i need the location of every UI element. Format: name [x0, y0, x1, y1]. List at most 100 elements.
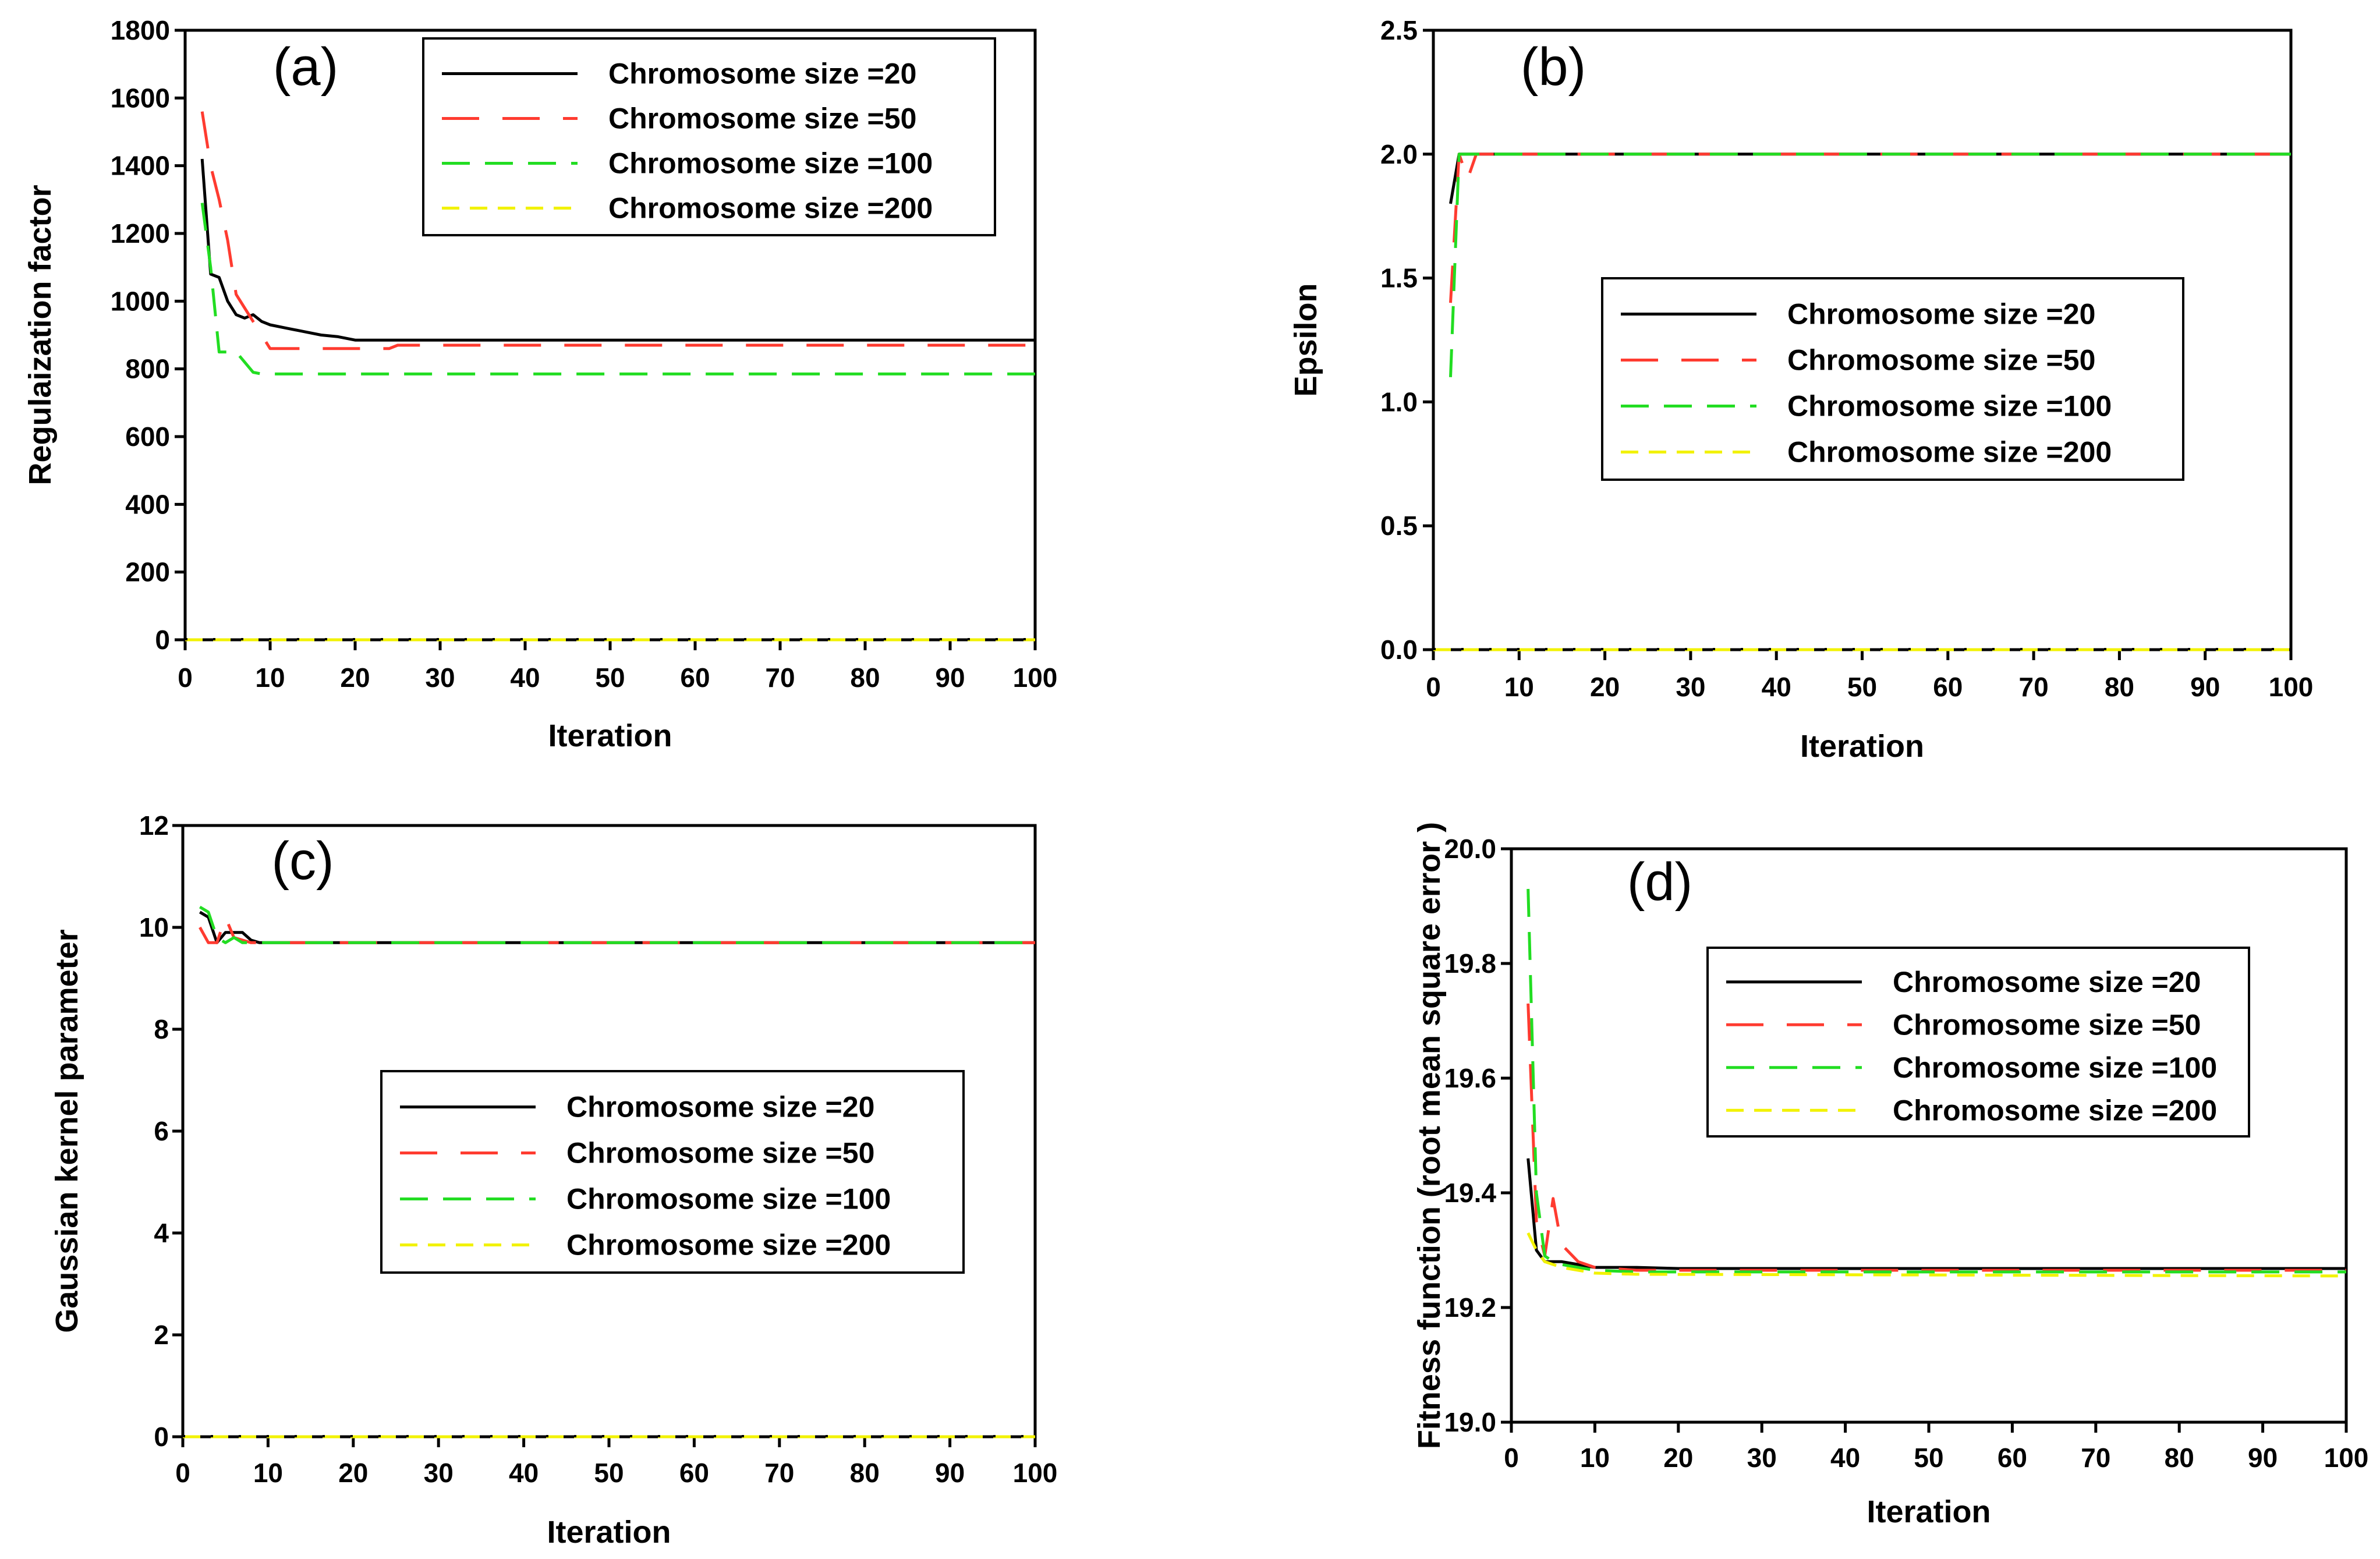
x-tick-label: 50 — [1914, 1443, 1943, 1473]
x-tick-label: 20 — [1663, 1443, 1693, 1473]
legend-label: Chromosome size =20 — [608, 58, 916, 90]
x-tick-label: 0 — [1504, 1443, 1519, 1473]
y-tick-label: 2.0 — [1380, 139, 1418, 169]
legend-box — [380, 1070, 965, 1274]
x-tick-label: 70 — [2019, 672, 2049, 702]
x-axis-label: Iteration — [1867, 1494, 1991, 1529]
y-tick-label: 1.5 — [1380, 263, 1418, 293]
y-tick-label: 4 — [154, 1218, 169, 1248]
panel-label: (a) — [273, 37, 338, 97]
y-tick-label: 19.8 — [1444, 948, 1496, 979]
series-line-1 — [1449, 153, 2291, 204]
x-tick-label: 10 — [255, 662, 285, 693]
y-tick-label: 8 — [154, 1014, 169, 1044]
y-tick-label: 19.4 — [1444, 1178, 1496, 1208]
x-tick-label: 30 — [1676, 672, 1705, 702]
x-tick-label: 80 — [850, 1458, 880, 1488]
x-tick-label: 10 — [253, 1458, 283, 1488]
series-line-3 — [1449, 153, 2291, 377]
panel-d: 0 10 20 30 40 50 60 70 80 90 100 19.0 19.2 19.4 19.6 19… — [1412, 822, 2368, 1529]
x-tick-label: 100 — [2324, 1443, 2369, 1473]
x-tick-label: 80 — [850, 662, 880, 693]
x-tick-label: 60 — [680, 662, 710, 693]
y-tick-label: 2 — [154, 1320, 169, 1350]
x-tick-label: 40 — [1762, 672, 1791, 702]
legend-label: Chromosome size =200 — [566, 1229, 891, 1262]
legend-label: Chromosome size =50 — [608, 102, 916, 135]
y-tick-label: 200 — [125, 557, 170, 587]
x-tick-label: 10 — [1580, 1443, 1610, 1473]
panel-a: 0 10 20 30 40 50 60 70 80 90 100020040060080010001… — [23, 15, 1057, 753]
x-tick-label: 40 — [509, 1458, 539, 1488]
series-line-1 — [1527, 1158, 2346, 1270]
panel-label: (c) — [271, 831, 334, 891]
y-tick-label: 10 — [139, 912, 169, 943]
y-tick-label: 6 — [154, 1116, 169, 1146]
x-tick-label: 70 — [765, 662, 795, 693]
y-tick-label: 19.6 — [1444, 1063, 1496, 1093]
legend-label: Chromosome size =100 — [566, 1183, 891, 1216]
x-tick-label: 80 — [2165, 1443, 2194, 1473]
y-tick-label: 1400 — [111, 151, 170, 181]
y-axis-label: Gaussian kernel parameter — [49, 929, 84, 1333]
y-tick-label: 0 — [155, 625, 170, 655]
x-axis-label: Iteration — [548, 718, 672, 753]
legend-label: Chromosome size =200 — [608, 192, 933, 225]
x-tick-label: 80 — [2105, 672, 2134, 702]
x-tick-label: 90 — [935, 662, 965, 693]
x-tick-label: 90 — [2248, 1443, 2278, 1473]
y-tick-label: 19.0 — [1444, 1407, 1496, 1437]
y-tick-label: 1200 — [111, 218, 170, 249]
legend-label: Chromosome size =50 — [1787, 344, 2095, 377]
y-tick-label: 600 — [125, 421, 170, 452]
legend-label: Chromosome size =100 — [1787, 390, 2112, 423]
x-tick-label: 0 — [1426, 672, 1441, 702]
series-line-2 — [200, 111, 1035, 350]
series-line-2 — [199, 916, 1035, 944]
x-tick-label: 0 — [178, 662, 193, 693]
series-line-1 — [200, 158, 1035, 342]
x-tick-label: 10 — [1504, 672, 1534, 702]
panel-label: (b) — [1521, 37, 1586, 97]
x-tick-label: 60 — [1933, 672, 1963, 702]
legend-label: Chromosome size =200 — [1893, 1094, 2217, 1126]
y-axis-label: Fitness function (root mean square error… — [1412, 822, 1447, 1449]
x-tick-label: 50 — [595, 662, 625, 693]
panel-c: 0 10 20 30 40 50 60 70 80 90 100 0 2 4 6 8 10 12 Iteration… — [49, 810, 1057, 1550]
legend-label: Chromosome size =200 — [1787, 436, 2112, 469]
y-tick-label: 0.5 — [1380, 511, 1418, 541]
y-tick-label: 12 — [139, 810, 169, 841]
y-tick-label: 20.0 — [1444, 834, 1496, 864]
y-tick-label: 1600 — [111, 83, 170, 113]
x-tick-label: 30 — [424, 1458, 454, 1488]
legend-label: Chromosome size =100 — [1893, 1051, 2217, 1084]
legend-box — [1601, 277, 2184, 481]
x-tick-label: 100 — [2269, 672, 2314, 702]
y-tick-label: 1.0 — [1380, 387, 1418, 417]
y-tick-label: 1800 — [111, 15, 170, 45]
y-axis-label: Epsilon — [1288, 283, 1323, 396]
x-tick-label: 0 — [175, 1458, 190, 1488]
y-tick-label: 800 — [125, 354, 170, 384]
x-tick-label: 50 — [594, 1458, 624, 1488]
x-tick-label: 40 — [1830, 1443, 1860, 1473]
x-tick-label: 60 — [679, 1458, 709, 1488]
x-tick-label: 90 — [2190, 672, 2220, 702]
x-axis-label: Iteration — [1800, 729, 1924, 764]
legend-label: Chromosome size =20 — [1787, 298, 2095, 331]
x-tick-label: 100 — [1013, 1458, 1058, 1488]
series-line-4 — [1527, 1232, 2347, 1278]
series-line-3 — [199, 905, 1035, 944]
y-axis-label: Regulaization factor — [23, 185, 58, 485]
panel-label: (d) — [1627, 852, 1692, 912]
series-line-2 — [1527, 1003, 2346, 1272]
y-tick-label: 2.5 — [1380, 15, 1418, 45]
x-tick-label: 20 — [338, 1458, 368, 1488]
legend-label: Chromosome size =100 — [608, 147, 933, 180]
y-tick-label: 1000 — [111, 286, 170, 316]
legend-label: Chromosome size =20 — [1893, 966, 2201, 998]
x-axis-label: Iteration — [547, 1515, 671, 1550]
y-tick-label: 0 — [154, 1422, 169, 1452]
x-tick-label: 30 — [425, 662, 455, 693]
x-tick-label: 100 — [1013, 662, 1058, 693]
